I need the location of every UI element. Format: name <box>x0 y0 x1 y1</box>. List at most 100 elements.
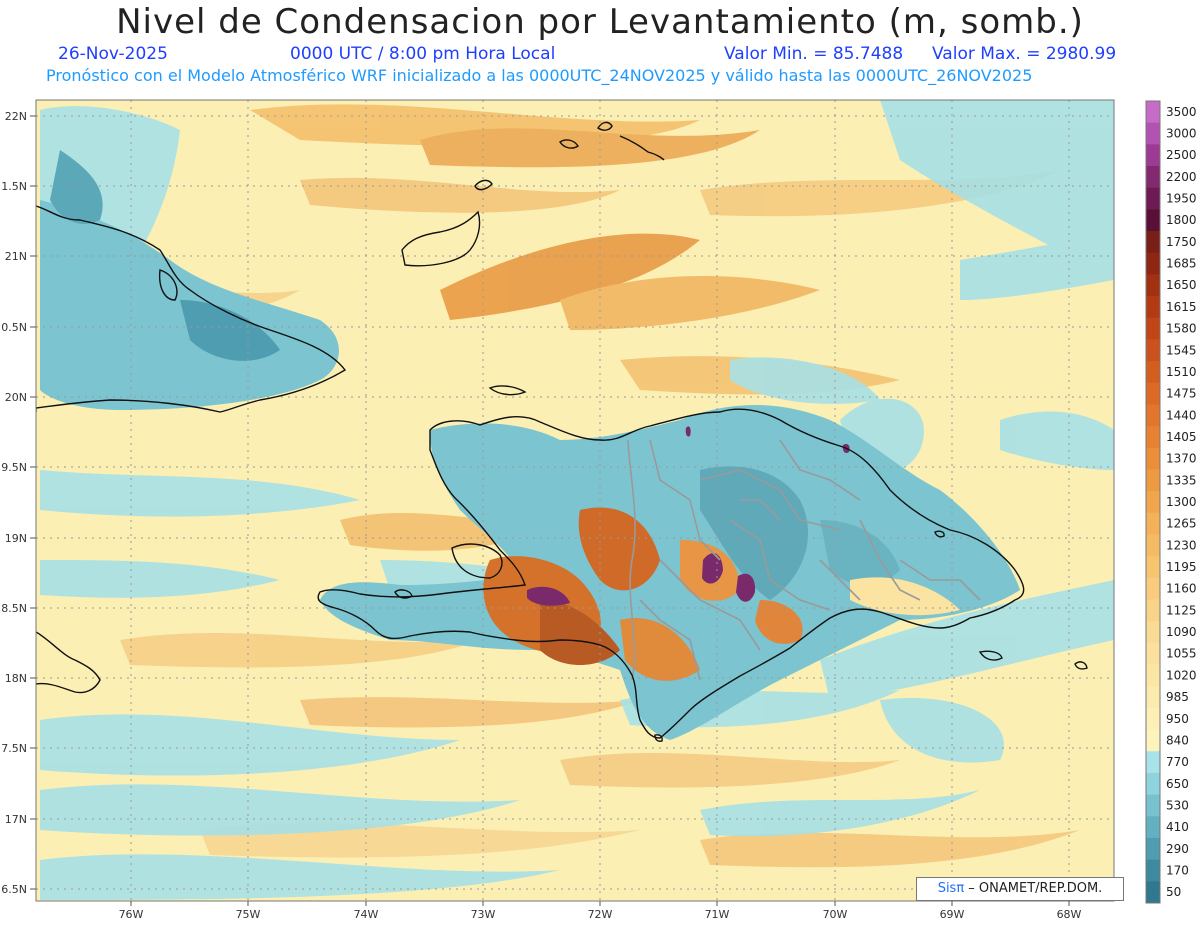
colorbar-label: 50 <box>1166 885 1181 899</box>
colorbar-swatch <box>1146 599 1160 622</box>
colorbar-label: 1580 <box>1166 322 1197 336</box>
colorbar-label: 3500 <box>1166 105 1197 119</box>
colorbar-swatch <box>1146 144 1160 167</box>
lat-axis: 22N 1.5N 21N 0.5N 20N 9.5N 19N 8.5N 18N 7.5N 17N 6.… <box>1 110 36 896</box>
colorbar-swatch <box>1146 187 1160 210</box>
colorbar-swatch <box>1146 751 1160 774</box>
colorbar-label: 1125 <box>1166 603 1197 617</box>
colorbar-swatch <box>1146 881 1160 904</box>
colorbar-swatch <box>1146 296 1160 319</box>
hispaniola-blue <box>320 405 1020 740</box>
colorbar-swatch <box>1146 274 1160 297</box>
lon-label: 73W <box>471 908 496 921</box>
lat-label: 9.5N <box>1 461 27 474</box>
lat-label: 0.5N <box>1 321 27 334</box>
colorbar-label: 1370 <box>1166 452 1197 466</box>
colorbar-swatch <box>1146 664 1160 687</box>
colorbar-label: 1685 <box>1166 257 1197 271</box>
lon-label: 74W <box>354 908 379 921</box>
lat-label: 7.5N <box>1 742 27 755</box>
colorbar-swatch <box>1146 621 1160 644</box>
colorbar-swatch <box>1146 837 1160 861</box>
lat-label: 21N <box>5 250 27 263</box>
graticule <box>36 100 1114 901</box>
purple-hotspots <box>527 426 850 606</box>
colorbar-swatch <box>1146 447 1160 470</box>
colorbar-label: 410 <box>1166 820 1189 834</box>
colorbar-label: 1335 <box>1166 473 1197 487</box>
lat-label: 1.5N <box>1 180 27 193</box>
colorbar-swatch <box>1146 859 1160 882</box>
lon-label: 71W <box>705 908 730 921</box>
colorbar-swatch <box>1146 577 1160 601</box>
colorbar-label: 1160 <box>1166 582 1197 596</box>
colorbar-swatch <box>1146 209 1160 232</box>
colorbar-label: 530 <box>1166 798 1189 812</box>
colorbar-swatch <box>1146 426 1160 449</box>
lat-label: 22N <box>5 110 27 123</box>
map-frame <box>35 99 1115 902</box>
map-field <box>36 100 1114 901</box>
colorbar-label: 1055 <box>1166 647 1197 661</box>
cuba-blue <box>40 150 339 410</box>
lon-label: 76W <box>119 908 144 921</box>
lon-axis: 76W 75W 74W 73W 72W 71W 70W 69W 68W <box>119 901 1082 921</box>
colorbar-label: 1650 <box>1166 278 1197 292</box>
credit-text: – ONAMET/REP.DOM. <box>964 881 1103 896</box>
valmax-label: Valor Max. = 2980.99 <box>932 44 1117 64</box>
lat-label: 18N <box>5 672 27 685</box>
colorbar-frame <box>1145 100 1161 904</box>
sis-logo-text: Sisπ <box>937 881 965 896</box>
date-label: 26-Nov-2025 <box>58 44 168 64</box>
colorbar-swatch <box>1146 816 1160 839</box>
colorbar-swatch <box>1146 729 1160 752</box>
colorbar-label: 170 <box>1166 863 1189 877</box>
colorbar-swatch <box>1146 231 1160 254</box>
colorbar-swatch <box>1146 772 1160 796</box>
colorbar-label: 950 <box>1166 712 1189 726</box>
lat-label: 6.5N <box>1 883 27 896</box>
colorbar-label: 1950 <box>1166 192 1197 206</box>
lon-label: 72W <box>588 908 613 921</box>
colorbar-label: 770 <box>1166 755 1189 769</box>
colorbar-label: 1405 <box>1166 430 1197 444</box>
colorbar-label: 985 <box>1166 690 1189 704</box>
colorbar-swatch <box>1146 382 1160 405</box>
lon-label: 75W <box>236 908 261 921</box>
colorbar-label: 2500 <box>1166 148 1197 162</box>
colorbar-swatch <box>1146 556 1160 579</box>
valmin-label: Valor Min. = 85.7488 <box>724 44 904 64</box>
colorbar-label: 1615 <box>1166 300 1197 314</box>
lat-label: 19N <box>5 532 27 545</box>
colorbar-swatch <box>1146 686 1160 709</box>
colorbar-swatch <box>1146 404 1160 427</box>
colorbar-swatch <box>1146 707 1160 731</box>
lon-label: 70W <box>823 908 848 921</box>
colorbar: 3500 3000 2500 2200 1950 1800 1750 1685 1650 1615… <box>1145 100 1197 904</box>
colorbar-label: 840 <box>1166 733 1189 747</box>
colorbar-label: 1195 <box>1166 560 1197 574</box>
colorbar-swatch <box>1146 339 1160 362</box>
colorbar-label: 1020 <box>1166 668 1197 682</box>
lon-label: 68W <box>1057 908 1082 921</box>
colorbar-swatch <box>1146 794 1160 817</box>
colorbar-label: 1475 <box>1166 387 1197 401</box>
colorbar-swatch <box>1146 512 1160 536</box>
colorbar-swatch <box>1146 491 1160 514</box>
time-label: 0000 UTC / 8:00 pm Hora Local <box>290 44 556 64</box>
colorbar-swatch <box>1146 166 1160 189</box>
colorbar-swatch <box>1146 317 1160 340</box>
colorbar-label: 1230 <box>1166 538 1197 552</box>
colorbar-label: 1750 <box>1166 235 1197 249</box>
colorbar-label: 290 <box>1166 842 1189 856</box>
lat-label: 17N <box>5 813 27 826</box>
colorbar-label: 1090 <box>1166 625 1197 639</box>
colorbar-label: 3000 <box>1166 127 1197 141</box>
forecast-label: Pronóstico con el Modelo Atmosférico WRF… <box>46 66 1033 85</box>
colorbar-swatch <box>1146 252 1160 275</box>
colorbar-label: 650 <box>1166 777 1189 791</box>
map-title: Nivel de Condensacion por Levantamiento … <box>116 2 1084 42</box>
colorbar-label: 1800 <box>1166 213 1197 227</box>
colorbar-swatch <box>1146 469 1160 492</box>
